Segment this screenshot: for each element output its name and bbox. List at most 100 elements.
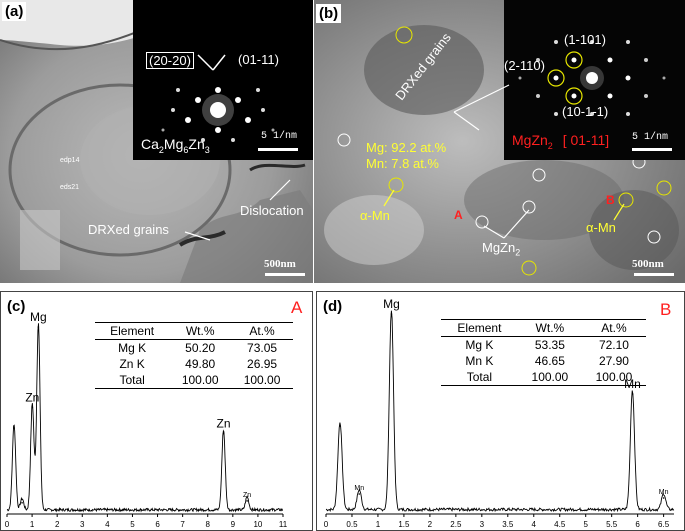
x-tick-label: 2 (428, 520, 433, 529)
table-cell: 26.95 (247, 357, 278, 371)
phase-name-b: MgZn (512, 132, 548, 148)
x-tick-label: 5 (583, 520, 588, 529)
peak-label: Zn (217, 417, 231, 431)
x-tick-label: 1 (30, 520, 35, 529)
mgzn2-sub: 2 (515, 247, 521, 258)
table-row: Mn K 46.65 27.90 (441, 353, 646, 369)
tem-image-b: (1-101) (2-110) (10-1-1) MgZn2 [ 01-11] … (314, 0, 685, 283)
diffraction-pattern-a (161, 54, 275, 142)
scale-bar-b (634, 273, 674, 276)
x-tick-label: 3 (480, 520, 485, 529)
phase-sub: 2 (158, 144, 164, 155)
x-tick-label: 10 (253, 520, 262, 529)
peak-label: Mn (624, 377, 641, 391)
table-cell: Mg K (118, 341, 147, 355)
scale-bar-a (265, 273, 305, 276)
x-tick-label: 7 (180, 520, 185, 529)
annotation-mgzn2: MgZn2 (482, 240, 520, 258)
annotation-dislocation: Dislocation (240, 203, 304, 218)
peak-marker (37, 326, 40, 328)
table-header: Wt.% (185, 324, 215, 338)
table-cell: 100.00 (595, 370, 633, 384)
x-tick-label: 0 (324, 520, 329, 529)
saed-spot-label-a-1: (20-20) (146, 52, 194, 69)
annotation-eds21: eds21 (60, 184, 80, 191)
phase-part: Mg (163, 136, 184, 152)
x-tick-label: 3 (80, 520, 85, 529)
x-tick-label: 11 (279, 520, 288, 529)
table-row: Zn K 49.80 26.95 (95, 356, 293, 372)
saed-spot-label-b-1: (1-101) (564, 32, 606, 47)
peak-marker (631, 393, 634, 395)
phase-sub: 6 (183, 144, 189, 155)
spectrum-line (6, 323, 284, 513)
phase-part: Ca (141, 136, 159, 152)
peak-marker (21, 501, 23, 504)
x-tick-label: 4 (105, 520, 110, 529)
x-tick-label: 2.5 (450, 520, 462, 529)
panel-label-c: (c) (7, 298, 25, 315)
x-tick-label: 5.5 (606, 520, 618, 529)
table-cell: 27.90 (598, 354, 629, 368)
panel-label-d-text: (d) (323, 298, 343, 315)
panel-label-c-text: (c) (7, 298, 26, 315)
x-tick-label: 4.5 (554, 520, 566, 529)
table-cell: 53.35 (534, 338, 565, 352)
mgzn2-name: MgZn (482, 240, 516, 255)
annotation-edp14: edp14 (60, 157, 80, 164)
saed-inset-b: (1-101) (2-110) (10-1-1) MgZn2 [ 01-11] … (504, 0, 685, 160)
peak-label: Zn (243, 492, 251, 499)
peak-label: Mg (383, 297, 400, 311)
panel-label-d: (d) (323, 298, 342, 315)
table-cell: 50.20 (185, 341, 216, 355)
saed-inset-a: (20-20) (01-11) Ca2Mg6Zn3 5 1/nm (133, 0, 313, 160)
spectrum-line (325, 310, 675, 513)
annotation-arrows-a (184, 179, 291, 241)
table-cell: 46.65 (534, 354, 565, 368)
x-tick-label: 6.5 (658, 520, 670, 529)
inset-scale-label-b: 5 1/nm (632, 132, 669, 143)
annotation-drxed-grains-a: DRXed grains (88, 222, 169, 237)
table-row: Total 100.00 100.00 (95, 372, 293, 389)
x-tick-label: 2 (55, 520, 60, 529)
scale-label-a: 500nm (264, 258, 296, 270)
x-tick-label: 1 (376, 520, 381, 529)
peak-marker (222, 432, 225, 435)
table-cell: 100.00 (531, 370, 569, 384)
peak-marker (31, 406, 34, 409)
scale-label-b: 500nm (632, 258, 664, 270)
composition-mg: Mg: 92.2 at.% (366, 140, 447, 155)
table-row: Mg K 50.20 73.05 (95, 340, 293, 357)
x-tick-label: 5 (130, 520, 135, 529)
inset-scale-bar-b (632, 148, 672, 151)
peak-marker (339, 425, 341, 427)
eds-table-d: Element Wt.% At.% Mg K 53.35 72.10 Mn K … (441, 319, 646, 386)
phase-label-a: Ca2Mg6Zn3 (141, 136, 210, 155)
eds-panel-d: 0 0.5 1 1.5 2 2.5 3 3.5 4 4.5 5 5.5 6 6.5 Mn Mg Mn Mn (d)… (316, 291, 685, 531)
phase-part: Zn (188, 136, 205, 152)
peak-marker (390, 313, 393, 315)
x-tick-label: 8 (206, 520, 211, 529)
table-cell: Mg K (465, 338, 494, 352)
panel-label-a: (a) (2, 2, 27, 21)
peak-marker (662, 497, 665, 499)
panel-label-b: (b) (316, 4, 342, 23)
x-tick-label: 3.5 (502, 520, 514, 529)
x-tick-label: 1.5 (398, 520, 410, 529)
eds-table-c: Element Wt.% At.% Mg K 50.20 73.05 Zn K … (95, 322, 293, 389)
peak-marker (246, 500, 248, 502)
table-cell: Mn K (465, 354, 494, 368)
annotation-point-a: A (454, 208, 463, 222)
table-header-row: Element Wt.% At.% (95, 322, 293, 340)
inset-scale-bar-a (258, 148, 298, 151)
diffraction-pattern-b (518, 40, 666, 116)
x-tick-label: 0 (5, 520, 10, 529)
x-tick-label: 6 (155, 520, 160, 529)
phase-label-b: MgZn2 [ 01-11] (512, 132, 609, 151)
peak-label: Mn (354, 485, 364, 492)
table-header: Element (457, 321, 502, 335)
table-row: Mg K 53.35 72.10 (441, 337, 646, 354)
table-cell: 100.00 (243, 373, 281, 387)
table-header-row: Element Wt.% At.% (441, 319, 646, 337)
annotation-point-b: B (606, 193, 615, 207)
